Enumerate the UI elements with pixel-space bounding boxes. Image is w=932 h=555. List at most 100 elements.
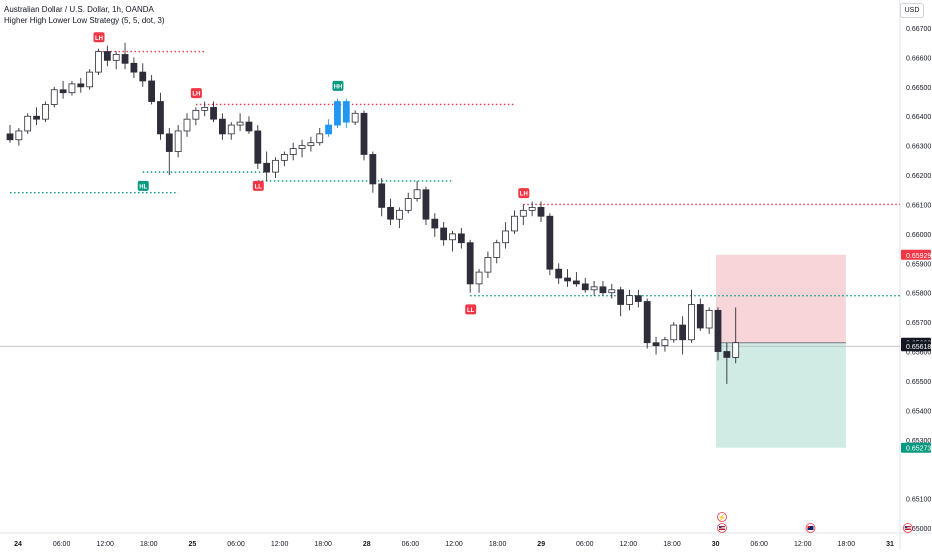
candle[interactable] [581, 283, 589, 291]
candle[interactable] [42, 104, 49, 120]
candle[interactable] [351, 112, 359, 123]
candle[interactable] [696, 304, 704, 329]
candle[interactable] [148, 80, 156, 102]
candle[interactable] [6, 133, 14, 141]
candle[interactable] [95, 51, 102, 73]
candle[interactable] [130, 62, 138, 73]
candle[interactable] [183, 118, 191, 132]
candle[interactable] [404, 198, 412, 211]
candle[interactable] [298, 145, 306, 149]
candle[interactable] [68, 83, 76, 94]
symbol-title[interactable]: Australian Dollar / U.S. Dollar, 1h, OAN… [4, 5, 154, 14]
take-profit-zone[interactable] [716, 342, 846, 448]
candle[interactable] [272, 159, 279, 173]
pivot-label-badge[interactable] [252, 180, 264, 191]
pivot-label-badge[interactable] [93, 32, 105, 43]
candle[interactable] [15, 130, 23, 141]
candle[interactable] [210, 107, 217, 120]
candle[interactable] [254, 130, 262, 164]
candle[interactable] [360, 112, 368, 155]
candle[interactable] [457, 233, 465, 244]
candle[interactable] [537, 207, 545, 217]
candle[interactable] [643, 301, 651, 344]
candle[interactable] [564, 277, 571, 282]
candle[interactable] [112, 54, 120, 61]
candle[interactable] [387, 207, 394, 220]
candle[interactable] [466, 242, 474, 285]
candle[interactable] [103, 51, 111, 61]
candle[interactable] [714, 309, 722, 352]
candle[interactable] [413, 189, 421, 199]
candle[interactable] [608, 289, 616, 294]
candle[interactable] [493, 242, 501, 258]
candle[interactable] [440, 227, 448, 241]
candle[interactable] [431, 218, 439, 229]
candle[interactable] [652, 342, 660, 347]
pivot-label-badge[interactable] [465, 304, 477, 315]
candle[interactable] [192, 109, 200, 120]
candle[interactable] [227, 124, 235, 135]
candle[interactable] [77, 83, 85, 88]
candle[interactable] [86, 71, 94, 88]
candle[interactable] [165, 133, 173, 152]
currency-button[interactable]: USD [900, 3, 924, 18]
candle[interactable] [449, 233, 456, 241]
candle[interactable] [121, 54, 129, 64]
candle[interactable] [519, 209, 527, 217]
indicator-title[interactable]: Higher High Lower Low Strategy (5, 5, do… [4, 16, 165, 25]
candle[interactable] [245, 121, 253, 132]
candle[interactable] [59, 89, 67, 94]
candle[interactable] [174, 130, 182, 152]
candle[interactable] [218, 118, 226, 135]
candle[interactable] [528, 207, 536, 211]
candle[interactable] [688, 304, 695, 341]
candle[interactable] [705, 309, 713, 329]
candle[interactable] [679, 324, 686, 341]
stop-loss-zone[interactable] [716, 254, 846, 343]
candle[interactable] [201, 107, 209, 111]
candle[interactable] [634, 295, 642, 302]
price-axis-badge [901, 442, 931, 453]
candle[interactable] [369, 154, 377, 185]
candle[interactable] [139, 71, 147, 82]
candle[interactable] [50, 89, 58, 105]
candle[interactable] [289, 148, 297, 155]
candle[interactable] [670, 324, 678, 341]
candle[interactable] [280, 154, 288, 161]
candle[interactable] [732, 342, 740, 358]
candle[interactable] [484, 257, 492, 273]
price-axis-badge-text: 0.65273 [906, 446, 931, 453]
pivot-label-badge[interactable] [518, 188, 530, 199]
candle[interactable] [590, 286, 598, 291]
candle[interactable] [511, 215, 518, 232]
candle[interactable] [555, 268, 563, 279]
candle[interactable] [546, 215, 554, 270]
candle[interactable] [723, 351, 731, 358]
pivot-label-badge[interactable] [332, 80, 344, 91]
pivot-label-badge[interactable] [190, 88, 202, 99]
candle[interactable] [263, 162, 271, 173]
candle[interactable] [395, 209, 403, 220]
candle[interactable] [502, 230, 510, 244]
candle[interactable] [307, 142, 315, 147]
candle[interactable] [342, 101, 350, 123]
candle[interactable] [661, 339, 669, 347]
lightning-icon[interactable] [717, 512, 727, 522]
candle[interactable] [236, 121, 244, 126]
candle[interactable] [475, 271, 483, 285]
candle[interactable] [334, 101, 341, 126]
candle[interactable] [599, 286, 607, 294]
candle[interactable] [422, 189, 430, 220]
candle[interactable] [617, 289, 625, 305]
candle[interactable] [378, 183, 386, 208]
candle[interactable] [573, 280, 580, 285]
pivot-label-badge[interactable] [137, 180, 149, 191]
candle[interactable] [33, 115, 40, 120]
candle[interactable] [157, 101, 164, 135]
candle[interactable] [24, 115, 32, 132]
candle[interactable] [325, 124, 333, 135]
candle[interactable] [316, 133, 324, 144]
candle[interactable] [626, 295, 633, 305]
